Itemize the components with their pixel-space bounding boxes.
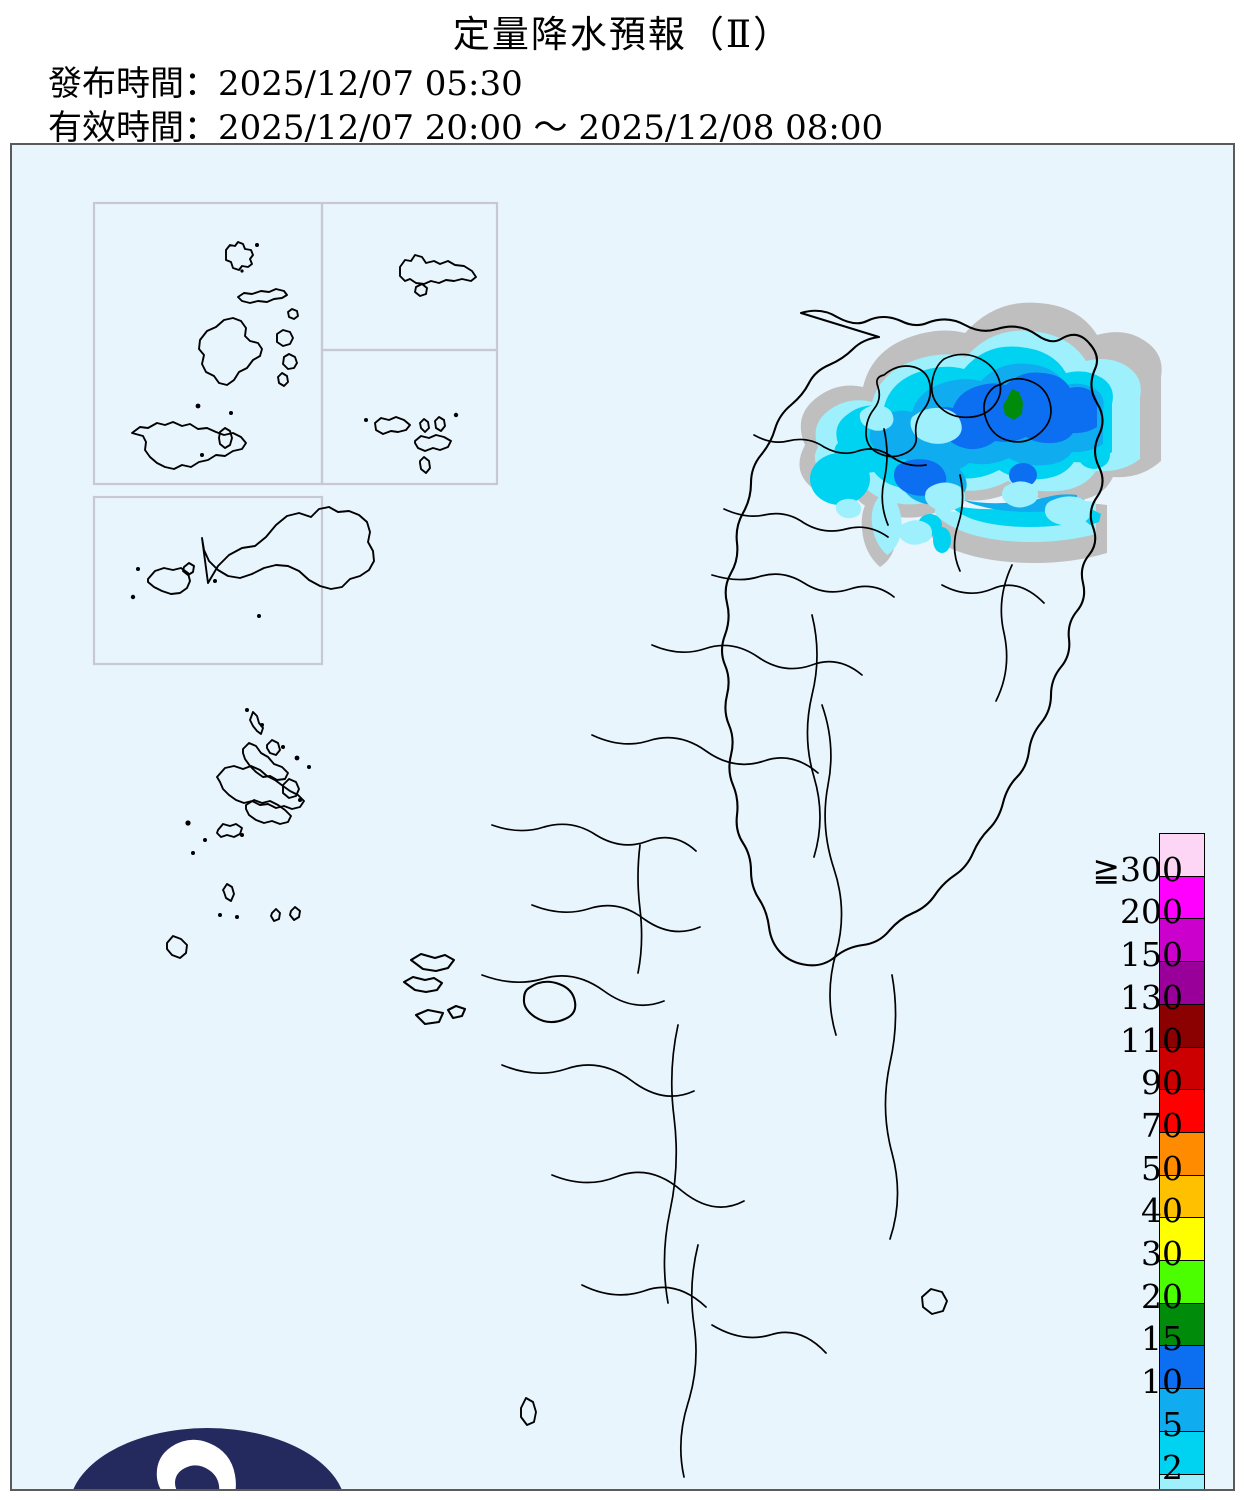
legend-label-110: 110 <box>1120 1020 1183 1060</box>
matsu-islands <box>131 241 299 470</box>
valid-time-line: 有效時間：2025/12/07 20:00 ～ 2025/12/08 08:00 <box>48 108 884 148</box>
issue-time-line: 發布時間：2025/12/07 05:30 <box>48 64 523 104</box>
legend-swatch-90[interactable] <box>1159 1046 1205 1090</box>
legend-label-15: 15 <box>1141 1319 1183 1359</box>
precip-hole-c <box>925 482 966 512</box>
cwa-logo <box>73 1428 342 1491</box>
page-title: 定量降水預報（Ⅱ） <box>452 13 793 56</box>
precip-hole-f <box>835 498 861 519</box>
precip-hole-e <box>1044 496 1091 526</box>
taiwan-precipitation-map[interactable] <box>12 145 1233 1489</box>
dongyin-inset-frame <box>320 201 499 352</box>
legend-label-200: 200 <box>1120 892 1183 932</box>
offshore-islets <box>520 1288 948 1426</box>
legend-swatch-1[interactable] <box>1159 1473 1205 1489</box>
legend-swatch-ge300[interactable] <box>1159 833 1205 876</box>
legend-label-150: 150 <box>1120 935 1183 975</box>
legend-label-130: 130 <box>1120 977 1183 1017</box>
county-borders <box>481 353 1052 1478</box>
legend-label-2: 2 <box>1162 1447 1183 1487</box>
precip-blob-west-2-5 <box>810 453 870 505</box>
wuqiu-inset-frame <box>320 348 499 486</box>
legend-swatch-110[interactable] <box>1159 1003 1205 1047</box>
legend-colorbar[interactable] <box>1159 833 1205 1489</box>
legend-label-40: 40 <box>1141 1191 1183 1231</box>
legend-label-90: 90 <box>1141 1063 1183 1103</box>
legend-swatch-5[interactable] <box>1159 1388 1205 1431</box>
legend-swatch-10[interactable] <box>1159 1345 1205 1389</box>
legend-label-ge300: ≧300 <box>1092 849 1183 889</box>
map-panel[interactable]: （單位：毫米） ≧3002001501301109070504030201510… <box>10 143 1235 1491</box>
legend-swatch-70[interactable] <box>1159 1089 1205 1132</box>
precip-peak-15-20 <box>1003 389 1023 420</box>
legend-swatch-40[interactable] <box>1159 1174 1205 1218</box>
header: 定量降水預報（Ⅱ） 發布時間：2025/12/07 05:30 有效時間：202… <box>0 0 1245 148</box>
precip-blob-10-15-east <box>1009 463 1037 487</box>
precip-hole-d <box>1001 481 1038 508</box>
dongyin-island <box>399 254 477 297</box>
legend-swatch-30[interactable] <box>1159 1217 1205 1261</box>
taiwan-main-island <box>402 309 1104 1478</box>
legend-label-50: 50 <box>1141 1148 1183 1188</box>
legend-swatch-150[interactable] <box>1159 918 1205 962</box>
inset-frames <box>92 201 499 666</box>
legend-swatch-50[interactable] <box>1159 1131 1205 1175</box>
legend-swatch-200[interactable] <box>1159 875 1205 919</box>
logo-wave-lower <box>179 1490 330 1491</box>
precip-hole-g <box>897 520 932 545</box>
precip-hole-a <box>910 407 962 444</box>
precip-blob-south-b <box>933 527 951 553</box>
legend-label-70: 70 <box>1141 1105 1183 1145</box>
precip-hole-b <box>859 405 894 431</box>
legend-swatch-15[interactable] <box>1159 1302 1205 1346</box>
matsu-inset-frame <box>92 201 324 486</box>
logo-wave-upper <box>156 1439 236 1489</box>
legend-swatch-2[interactable] <box>1159 1430 1205 1474</box>
precip-band-1-2-tail <box>871 493 902 555</box>
legend-label-5: 5 <box>1162 1404 1183 1444</box>
legend-label-10: 10 <box>1141 1362 1183 1402</box>
penghu-islands <box>166 708 311 959</box>
kinmen-island <box>130 506 375 618</box>
legend-label-30: 30 <box>1141 1234 1183 1274</box>
kinmen-inset-frame <box>92 495 324 666</box>
wuqiu-islands <box>364 412 459 474</box>
legend-swatch-20[interactable] <box>1159 1260 1205 1303</box>
legend-swatch-130[interactable] <box>1159 961 1205 1004</box>
legend-label-20: 20 <box>1141 1276 1183 1316</box>
